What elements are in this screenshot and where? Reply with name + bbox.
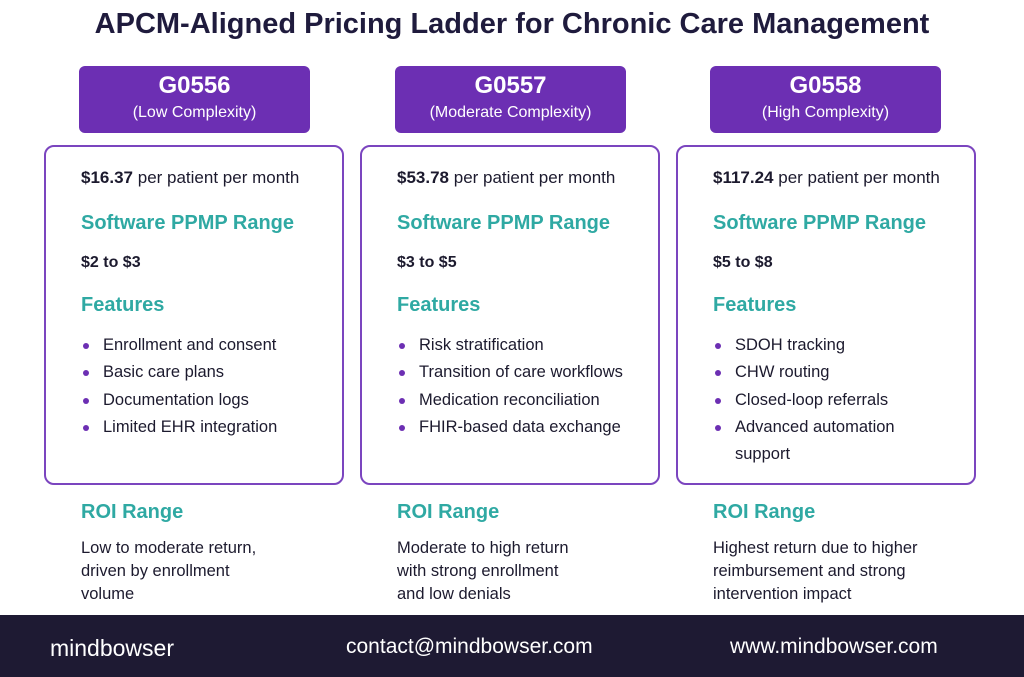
tier-code: G0558 <box>789 72 862 99</box>
roi-line: reimbursement and strong <box>713 562 906 580</box>
logo: mindbowser <box>50 635 174 661</box>
tier-card <box>360 145 660 485</box>
roi-heading: ROI Range <box>81 501 184 523</box>
price-line: $16.37 per patient per month <box>81 168 371 188</box>
website: www.mindbowser.com <box>730 635 938 658</box>
feature: Basic care plans <box>81 359 341 386</box>
feature: Limited EHR integration <box>81 414 341 441</box>
roi-line: with strong enrollment <box>397 562 559 580</box>
email: contact@mindbowser.com <box>346 635 593 658</box>
price-line: $53.78 per patient per month <box>397 168 687 188</box>
price-unit: per patient per month <box>453 168 616 187</box>
software-range: $5 to $8 <box>713 254 773 271</box>
roi-line: Moderate to high return <box>397 539 569 557</box>
tier-complexity: (High Complexity) <box>761 104 890 121</box>
feature: Closed-loop referrals <box>713 387 938 414</box>
features-heading: Features <box>81 294 165 316</box>
tier-header: G0558 (High Complexity) <box>710 66 941 133</box>
roi-line: driven by enrollment <box>81 562 230 580</box>
price-unit: per patient per month <box>778 168 940 187</box>
feature: Enrollment and consent <box>81 332 341 359</box>
roi-text: Moderate to high return with strong enrol… <box>397 537 687 606</box>
tier-card <box>676 145 976 485</box>
feature: Advanced automation support <box>713 414 938 469</box>
tier-header: G0556 (Low Complexity) <box>79 66 310 133</box>
price: $117.24 <box>713 168 774 187</box>
price: $16.37 <box>81 168 133 187</box>
tier-header: G0557 (Moderate Complexity) <box>395 66 626 133</box>
feature: Documentation logs <box>81 387 341 414</box>
feature: Medication reconciliation <box>397 387 657 414</box>
roi-line: intervention impact <box>713 585 852 603</box>
roi-line: and low denials <box>397 585 511 603</box>
feature-list: SDOH tracking CHW routing Closed-loop refe… <box>713 332 938 468</box>
price-line: $117.24 per patient per month <box>713 168 1003 188</box>
roi-text: Highest return due to higher reimbursemen… <box>713 537 1003 606</box>
software-heading: Software PPMP Range <box>397 212 611 234</box>
tier-card <box>44 145 344 485</box>
software-heading: Software PPMP Range <box>81 212 295 234</box>
features-heading: Features <box>713 294 797 316</box>
title: APCM-Aligned Pricing Ladder for Chronic … <box>94 8 930 40</box>
software-heading: Software PPMP Range <box>713 212 927 234</box>
price-unit: per patient per month <box>137 168 300 187</box>
roi-text: Low to moderate return, driven by enrollm… <box>81 537 371 606</box>
price: $53.78 <box>397 168 449 187</box>
roi-line: Low to moderate return, <box>81 539 257 557</box>
feature-list: Risk stratification Transition of care wo… <box>397 332 657 441</box>
feature: FHIR-based data exchange <box>397 414 657 441</box>
roi-heading: ROI Range <box>713 501 816 523</box>
tier-complexity: (Moderate Complexity) <box>429 104 592 121</box>
feature: SDOH tracking <box>713 332 938 359</box>
software-range: $3 to $5 <box>397 254 457 271</box>
feature: Risk stratification <box>397 332 657 359</box>
feature: Transition of care workflows <box>397 359 657 386</box>
roi-line: volume <box>81 585 135 603</box>
features-heading: Features <box>397 294 481 316</box>
tier-code: G0557 <box>474 72 547 99</box>
software-range: $2 to $3 <box>81 254 141 271</box>
footer <box>0 615 1024 677</box>
feature: CHW routing <box>713 359 938 386</box>
roi-line: Highest return due to higher <box>713 539 918 557</box>
tier-code: G0556 <box>158 72 231 99</box>
roi-heading: ROI Range <box>397 501 500 523</box>
tier-complexity: (Low Complexity) <box>132 104 257 121</box>
feature-list: Enrollment and consent Basic care plans Do… <box>81 332 341 441</box>
